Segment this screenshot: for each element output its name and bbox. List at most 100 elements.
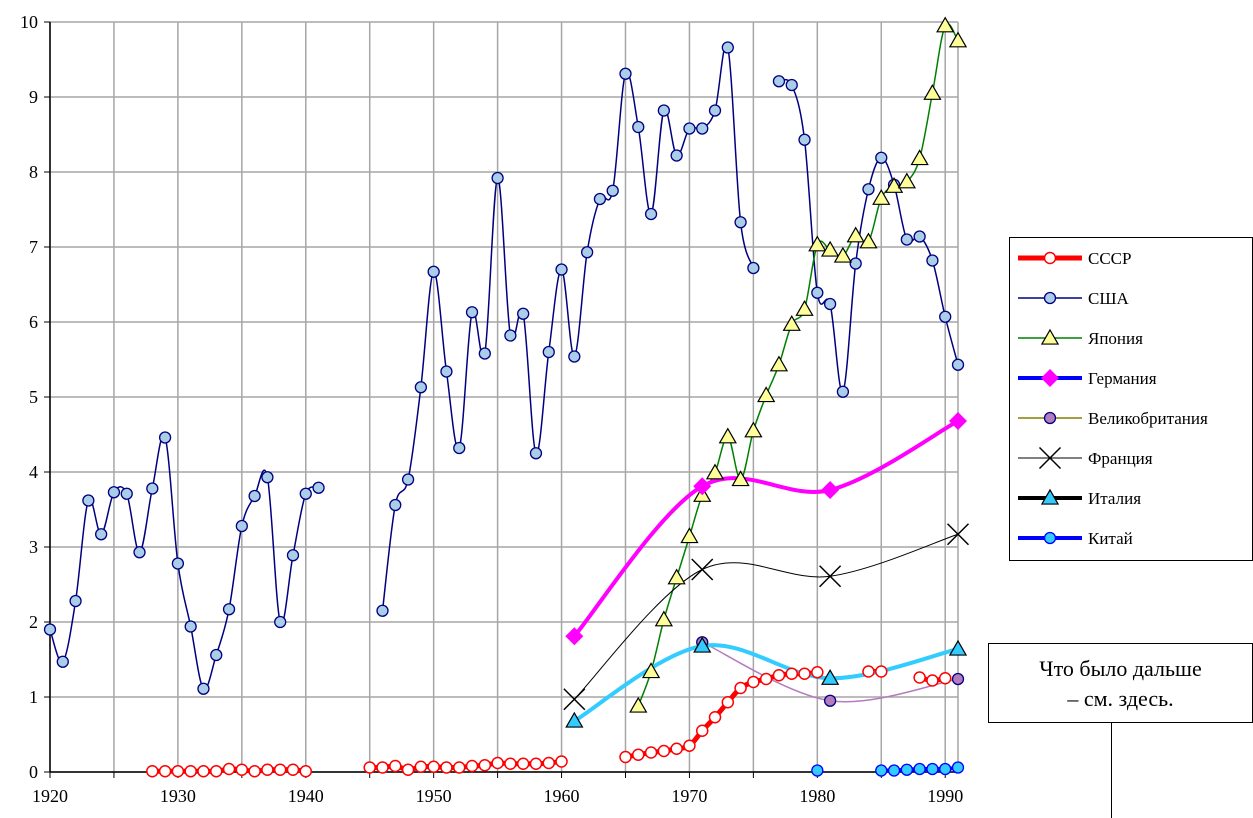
- series-1-point: [708, 104, 722, 117]
- series-0-point: [491, 756, 504, 770]
- series-1-point: [632, 120, 645, 134]
- series-2-point: [641, 662, 661, 679]
- legend-item: Великобритания: [1016, 406, 1252, 430]
- legend-label: США: [1088, 289, 1129, 308]
- series-0-point: [913, 671, 926, 684]
- series-2-point: [859, 232, 878, 249]
- series-0-point: [414, 760, 428, 773]
- legend-swatch: [1018, 251, 1082, 265]
- legend-marker: [1043, 251, 1057, 265]
- note-box[interactable]: Что было дальше – см. здесь.: [988, 643, 1253, 723]
- series-0-point: [235, 763, 249, 776]
- series-1-point: [785, 78, 798, 92]
- series-0-point: [146, 765, 159, 778]
- y-tick-label: 5: [29, 387, 38, 407]
- series-0-point: [670, 742, 683, 755]
- series-0-point: [721, 696, 735, 709]
- legend-swatch: [1018, 446, 1082, 470]
- series-2-point: [731, 470, 750, 487]
- series-2-point: [910, 149, 929, 166]
- series-2-point: [884, 176, 904, 193]
- tick-labels: 1920 1930 1940 1950 1960 1970 1980 1990 0 1 2 3 4 5 6 7…: [20, 12, 963, 806]
- series-0-point: [452, 761, 466, 774]
- series-6-point: [565, 711, 584, 728]
- series-0-point: [261, 763, 274, 776]
- series-1-point: [517, 307, 530, 320]
- series-0-point: [465, 759, 479, 773]
- legend-swatch: [1018, 291, 1082, 305]
- series-7-point: [939, 762, 952, 776]
- series-1-point: [747, 261, 760, 275]
- series-0-line: [369, 759, 562, 773]
- series-1-point: [798, 133, 811, 146]
- series-5-line: [573, 533, 959, 700]
- series-0-point: [478, 759, 492, 772]
- series-1-point: [235, 519, 248, 533]
- series-1-point: [644, 207, 658, 221]
- series-2-point: [846, 226, 865, 243]
- x-tick-label: 1930: [160, 786, 196, 806]
- y-tick-label: 3: [29, 537, 38, 557]
- series-4-point: [823, 694, 837, 707]
- series-0-point: [376, 761, 389, 774]
- series-1-point: [926, 254, 939, 267]
- series-6-line: [573, 643, 959, 723]
- series-6-point: [820, 668, 840, 685]
- series-0-point: [197, 765, 210, 778]
- series-6-point: [693, 636, 712, 653]
- series-0-point: [516, 757, 530, 770]
- legend-swatch: [1018, 369, 1082, 387]
- series-5-point: [946, 523, 970, 546]
- series-0-point: [286, 763, 300, 776]
- series-0-point: [222, 762, 236, 776]
- legend-marker: [1040, 328, 1060, 345]
- series-0-point: [734, 681, 747, 695]
- series-0-point: [529, 757, 543, 770]
- series-0-point: [862, 665, 875, 678]
- series-0-point: [747, 675, 760, 689]
- series-0-point: [708, 711, 722, 724]
- series-2-point: [820, 240, 840, 257]
- series-7-point: [887, 764, 901, 777]
- series-0-point: [504, 757, 517, 770]
- legend-label: Великобритания: [1088, 409, 1208, 428]
- x-tick-label: 1970: [671, 786, 707, 806]
- series-1-point: [56, 655, 69, 668]
- series-1-line: [778, 78, 959, 393]
- legend-swatch: [1018, 328, 1082, 345]
- series-0-point: [683, 739, 696, 752]
- series-1-point: [772, 75, 786, 88]
- series-1-point: [951, 358, 965, 371]
- series-0-point: [158, 765, 172, 778]
- series-1-point: [440, 365, 453, 378]
- series-2-point: [718, 427, 737, 444]
- legend-label: Япония: [1088, 329, 1143, 348]
- series-3-point: [949, 412, 967, 430]
- series-1-point: [69, 594, 82, 608]
- series-0-point: [657, 744, 671, 758]
- series-1-point: [414, 381, 428, 394]
- series-1-point: [274, 615, 287, 629]
- series-1-point: [491, 171, 504, 185]
- series-0-point: [619, 750, 632, 764]
- series-0-point: [171, 765, 185, 778]
- series-0-point: [759, 672, 773, 686]
- series-0-point: [401, 763, 415, 776]
- legend-marker: [1043, 291, 1057, 305]
- series-0-point: [772, 669, 786, 682]
- y-tick-label: 10: [20, 12, 38, 32]
- series-1-point: [248, 489, 261, 503]
- series-1-point: [286, 549, 300, 562]
- series-5-point: [691, 558, 714, 581]
- series-0-point: [363, 761, 376, 774]
- legend-item: Германия: [1016, 366, 1252, 390]
- series-2-point: [897, 172, 916, 189]
- series-1-point: [478, 347, 491, 360]
- series-2-point: [680, 527, 699, 544]
- series-1-point: [900, 233, 913, 246]
- series-1-point: [107, 486, 121, 499]
- series-1-point: [939, 310, 952, 323]
- series-1-point: [43, 623, 57, 636]
- legend: СССР США Япония Германия Великобритания Франц…: [1009, 237, 1253, 561]
- series-1-point: [568, 350, 581, 363]
